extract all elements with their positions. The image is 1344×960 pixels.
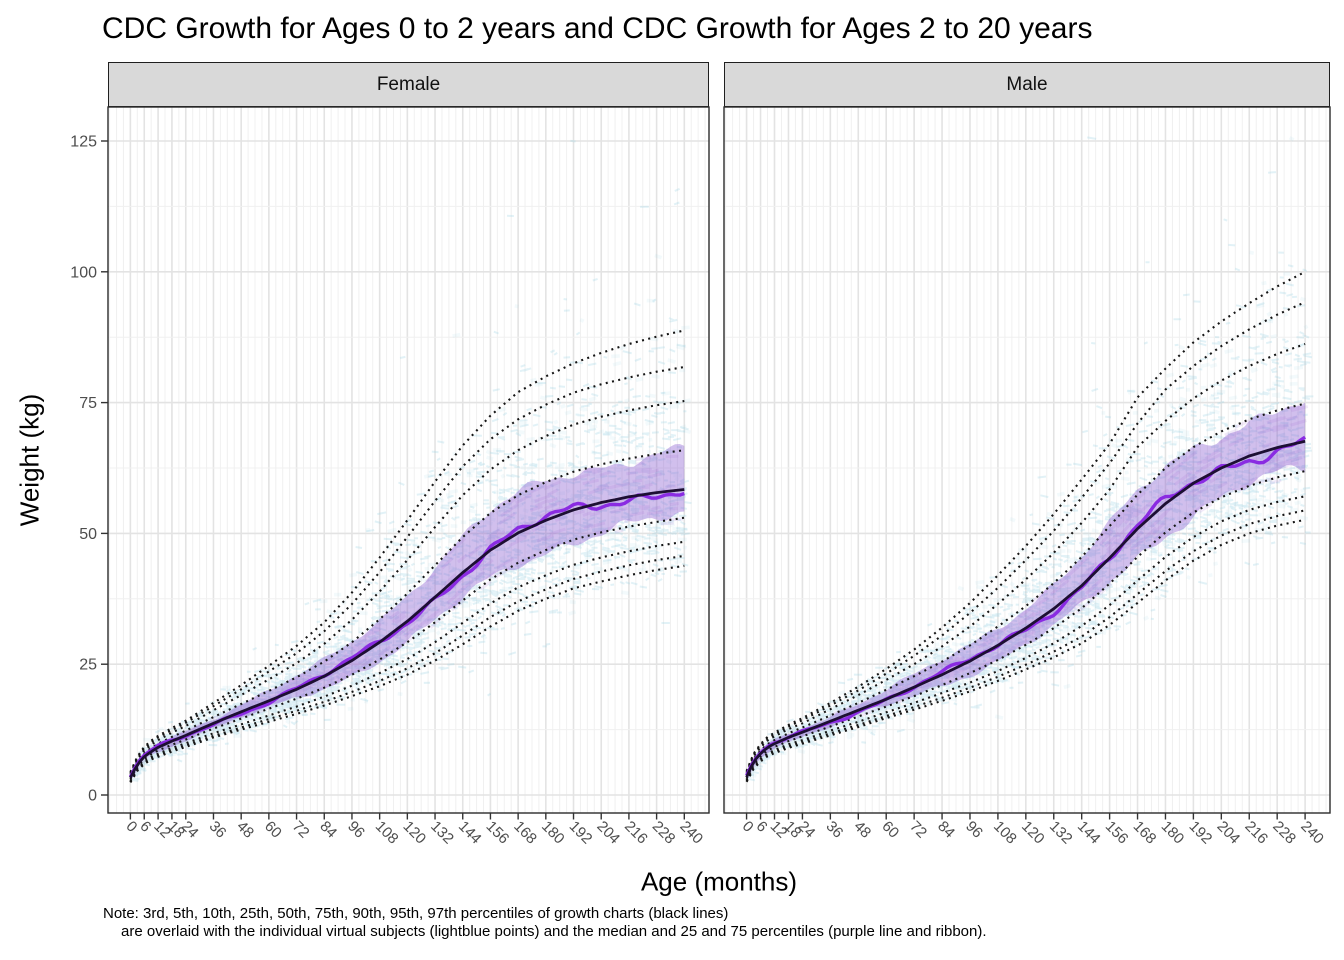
x-tick-label: 168: [1130, 818, 1160, 848]
x-tick-label: 216: [1241, 818, 1271, 848]
facet-strip-female: Female: [108, 62, 709, 107]
x-tick-label: 120: [400, 818, 430, 848]
x-tick-label: 168: [510, 818, 540, 848]
x-tick-label: 0: [123, 818, 141, 836]
x-tick-label: 6: [136, 818, 154, 836]
x-tick-label: 84: [316, 818, 340, 842]
x-tick-label: 108: [990, 818, 1020, 848]
x-tick-label: 204: [1213, 818, 1243, 848]
percentile-curve-p5: [129, 554, 685, 783]
percentile-curve-p10: [745, 495, 1306, 781]
gridlines: [108, 107, 709, 813]
x-tick-label: 36: [823, 818, 847, 842]
percentile-curve-p90: [745, 343, 1306, 774]
percentile-curves: [745, 270, 1306, 783]
x-tick-label: 156: [483, 818, 513, 848]
x-tick-label: 144: [455, 818, 485, 848]
x-tick-label: 0: [739, 818, 757, 836]
x-tick-label: 204: [593, 818, 623, 848]
x-tick-label: 48: [233, 818, 257, 842]
note-line-1: Note: 3rd, 5th, 10th, 25th, 50th, 75th, …: [103, 905, 729, 922]
panel-border: [107, 106, 710, 814]
x-tick-label: 72: [906, 818, 930, 842]
x-tick-label: 228: [649, 818, 679, 848]
x-tick-label: 240: [676, 818, 706, 848]
x-tick-label: 216: [621, 818, 651, 848]
x-tick-label: 132: [427, 818, 457, 848]
x-tick-label: 180: [538, 818, 568, 848]
x-tick-label: 72: [289, 818, 313, 842]
x-tick-label: 192: [1186, 818, 1216, 848]
x-tick-label: 60: [878, 818, 902, 842]
x-tick-label: 24: [795, 818, 819, 842]
note-line-2: are overlaid with the individual virtual…: [121, 923, 987, 940]
x-tick-label: 240: [1297, 818, 1327, 848]
y-tick-label: 50: [79, 526, 97, 543]
plot-area: [128, 139, 692, 783]
x-tick-label: 96: [962, 818, 986, 842]
percentile-curve-p97: [745, 270, 1306, 772]
percentile-curve-p5: [745, 509, 1306, 782]
iqr-ribbon: [130, 444, 685, 781]
page-title: CDC Growth for Ages 0 to 2 years and CDC…: [102, 12, 1093, 45]
percentile-curve-p3: [745, 518, 1306, 783]
x-tick-label: 24: [178, 818, 202, 842]
panel-border: [723, 106, 1331, 814]
x-axis-title: Age (months): [640, 866, 798, 897]
percentile-curves: [129, 329, 685, 783]
median-percentile-line: [129, 488, 685, 779]
percentile-curve-p97: [129, 329, 685, 773]
y-tick-label: 75: [79, 395, 97, 412]
y-axis-ticks: 0 25 50 75 100 125: [70, 134, 108, 805]
percentile-curve-p25: [129, 516, 685, 780]
x-tick-label: 132: [1046, 818, 1076, 848]
x-tick-label: 60: [261, 818, 285, 842]
y-axis-title: Weight (kg): [14, 393, 45, 527]
gridlines: [724, 107, 1330, 813]
y-tick-label: 25: [79, 657, 97, 674]
x-tick-label: 180: [1158, 818, 1188, 848]
x-tick-label: 228: [1269, 818, 1299, 848]
x-tick-label: 48: [850, 818, 874, 842]
facet-strip-male-label: Male: [1006, 73, 1048, 95]
percentile-curve-p95: [745, 301, 1306, 773]
x-tick-label: 192: [566, 818, 596, 848]
percentile-curve-p3: [129, 564, 685, 783]
x-tick-label: 6: [753, 818, 771, 836]
percentile-curve-p25: [745, 470, 1306, 780]
plot-area: [745, 136, 1314, 783]
x-tick-label: 96: [344, 818, 368, 842]
subject-points: [130, 139, 692, 782]
y-tick-label: 100: [70, 264, 97, 281]
x-tick-label: 120: [1018, 818, 1048, 848]
median-percentile-line: [745, 439, 1306, 778]
x-tick-label: 84: [934, 818, 958, 842]
x-tick-label: 144: [1074, 818, 1104, 848]
subject-points-halo: [131, 253, 692, 776]
x-tick-label: 108: [372, 818, 402, 848]
y-tick-label: 125: [70, 134, 97, 151]
y-tick-label: 0: [88, 788, 97, 805]
x-tick-label: 36: [206, 818, 230, 842]
facet-strip-female-label: Female: [376, 73, 441, 95]
percentile-curve-p75: [129, 449, 685, 777]
x-tick-label: 156: [1102, 818, 1132, 848]
